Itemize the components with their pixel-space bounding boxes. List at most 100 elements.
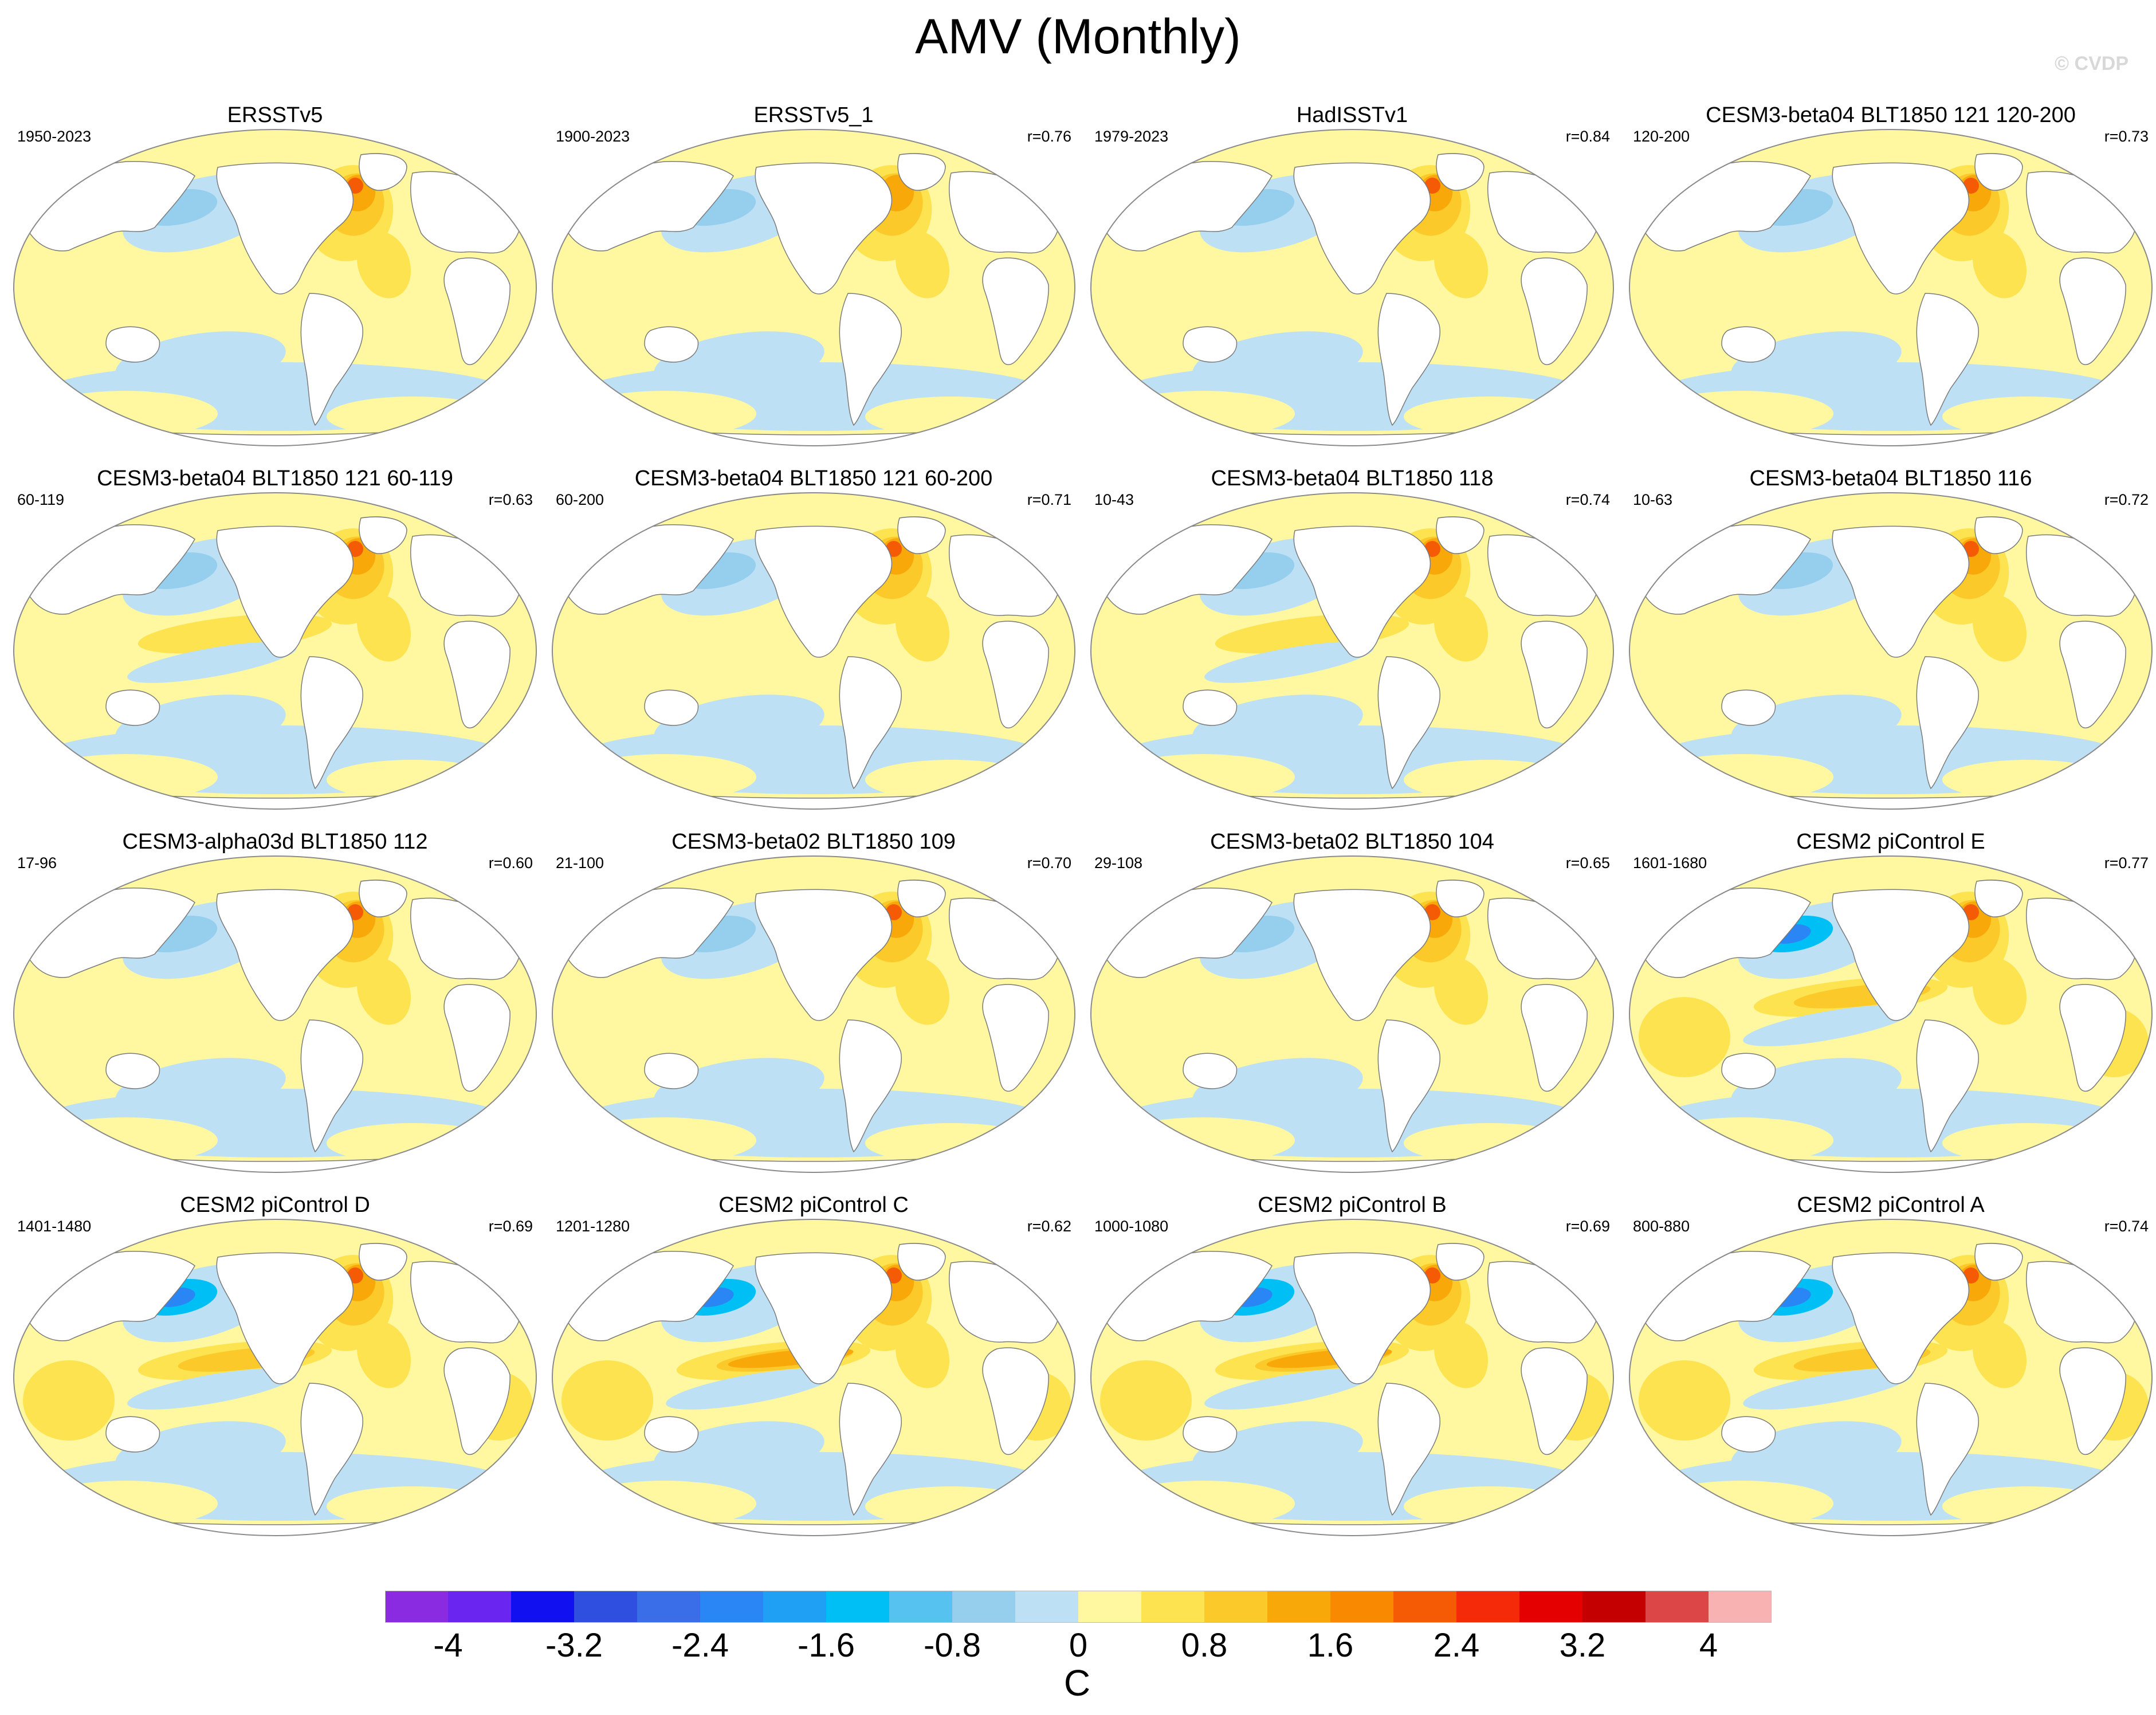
- south-convergence-cold: [127, 1368, 297, 1410]
- sst-map: [13, 492, 537, 810]
- panel-period: 10-63: [1633, 491, 1673, 508]
- land-mass: [839, 1019, 902, 1153]
- tropical-atlantic-warm: [1972, 231, 2027, 299]
- panel-period: 60-200: [556, 491, 604, 508]
- colorbar-swatch: [1646, 1591, 1709, 1623]
- southern-yellow-patch: [865, 397, 1037, 437]
- panel-period: 1950-2023: [17, 128, 92, 145]
- colorbar-swatch: [1267, 1591, 1331, 1623]
- sst-map: [1090, 1219, 1614, 1536]
- land-mass: [105, 1416, 160, 1453]
- land-mass: [644, 1053, 699, 1089]
- map-panel: CESM2 piControl B 1000-1080 r=0.69: [1083, 1192, 1621, 1556]
- land-mass: [216, 889, 354, 1021]
- colorbar-tick-label: 3.2: [1559, 1627, 1606, 1664]
- land-mass: [2059, 257, 2126, 366]
- land-mass: [105, 326, 160, 363]
- map-panel: ERSSTv5 1950-2023: [6, 102, 544, 466]
- indian-ocean: [561, 270, 653, 351]
- southern-yellow-patch: [1404, 397, 1576, 437]
- tropical-pacific: [143, 986, 338, 1014]
- indian-ocean: [1639, 270, 1730, 351]
- sst-map: [1090, 129, 1614, 446]
- land-mass: [1377, 293, 1440, 426]
- colorbar: [385, 1591, 1772, 1623]
- land-mass: [1916, 656, 1979, 790]
- southern-yellow-patch: [327, 760, 498, 800]
- panel-title: CESM3-beta04 BLT1850 121 120-200: [1706, 103, 2076, 127]
- sst-map: [1629, 1219, 2153, 1536]
- tropical-atlantic-warm: [895, 957, 950, 1025]
- main-title: AMV (Monthly): [915, 9, 1241, 64]
- land-mass: [105, 1053, 160, 1089]
- land-mass: [443, 257, 510, 366]
- sst-map: [1629, 855, 2153, 1173]
- map-border: [1629, 129, 2153, 446]
- land-mass: [1183, 1416, 1238, 1453]
- land-mass: [1436, 880, 1485, 917]
- southern-yellow-patch: [34, 754, 218, 800]
- panel-title: CESM3-beta04 BLT1850 121 60-200: [634, 466, 993, 490]
- map-border: [1629, 855, 2153, 1173]
- panel-correlation: r=0.70: [1027, 854, 1071, 872]
- land-mass: [1974, 1243, 2023, 1281]
- tropical-pacific: [1759, 622, 1954, 651]
- panel-correlation: r=0.77: [2104, 854, 2149, 872]
- tropical-atlantic-warm: [356, 594, 411, 662]
- land-mass: [1436, 516, 1485, 554]
- southern-yellow-patch: [1942, 1123, 2114, 1163]
- colorbar-swatch: [448, 1591, 512, 1623]
- map-border: [1090, 855, 1614, 1173]
- colorbar-swatch: [700, 1591, 764, 1623]
- southern-yellow-patch: [865, 1486, 1037, 1526]
- land-mass: [755, 162, 893, 295]
- sst-map: [13, 129, 537, 446]
- southern-yellow-patch: [573, 1481, 756, 1526]
- land-mass: [300, 1019, 363, 1153]
- colorbar-tick-label: 4: [1699, 1627, 1718, 1664]
- southern-yellow-patch: [1404, 1486, 1576, 1526]
- land-mass: [359, 516, 407, 554]
- colorbar-tick-label: -1.6: [798, 1627, 855, 1664]
- panel-period: 1401-1480: [17, 1218, 92, 1235]
- panel-period: 10-43: [1094, 491, 1134, 508]
- land-mass: [1721, 1053, 1776, 1089]
- tropical-atlantic-warm: [1434, 231, 1489, 299]
- panel-correlation: r=0.73: [2104, 128, 2149, 145]
- panel-period: 1000-1080: [1094, 1218, 1169, 1235]
- panel-correlation: r=0.62: [1027, 1218, 1071, 1235]
- panel-title: CESM3-beta04 BLT1850 118: [1211, 466, 1494, 490]
- colorbar-swatch: [1519, 1591, 1583, 1623]
- land-mass: [1521, 1347, 1588, 1455]
- colorbar-frame: [385, 1591, 1772, 1623]
- tropical-pacific: [682, 622, 877, 651]
- colorbar-tick-label: 2.4: [1433, 1627, 1480, 1664]
- south-convergence-cold: [1743, 1005, 1912, 1046]
- land-mass: [1721, 1416, 1776, 1453]
- map-border: [552, 1219, 1075, 1536]
- land-mass: [1916, 293, 1979, 426]
- map-panel: CESM3-beta02 BLT1850 104 29-108 r=0.65: [1083, 829, 1621, 1192]
- panel-title: CESM2 piControl E: [1796, 830, 1985, 854]
- colorbar-swatch: [1709, 1591, 1772, 1623]
- colorbar-swatch: [1204, 1591, 1268, 1623]
- land-mass: [839, 656, 902, 790]
- tropical-atlantic-warm: [1972, 1321, 2027, 1388]
- southern-yellow-patch: [1650, 1481, 1833, 1526]
- sst-map: [1629, 492, 2153, 810]
- sst-map: [552, 1219, 1075, 1536]
- colorbar-tick-label: -2.4: [671, 1627, 729, 1664]
- indian-ocean: [23, 270, 115, 351]
- panel-period: 1900-2023: [556, 128, 630, 145]
- map-panel: CESM3-beta04 BLT1850 116 10-63 r=0.72: [1621, 465, 2156, 829]
- indian-ocean: [23, 997, 115, 1077]
- land-mass: [216, 162, 354, 295]
- southern-yellow-patch: [1650, 1117, 1833, 1163]
- tropical-pacific: [143, 259, 338, 288]
- map-panel: CESM3-beta02 BLT1850 109 21-100 r=0.70: [544, 829, 1083, 1192]
- map-border: [1629, 492, 2153, 810]
- indian-ocean: [23, 1360, 115, 1441]
- map-border: [13, 855, 537, 1173]
- land-mass: [982, 1347, 1049, 1455]
- land-mass: [1377, 1019, 1440, 1153]
